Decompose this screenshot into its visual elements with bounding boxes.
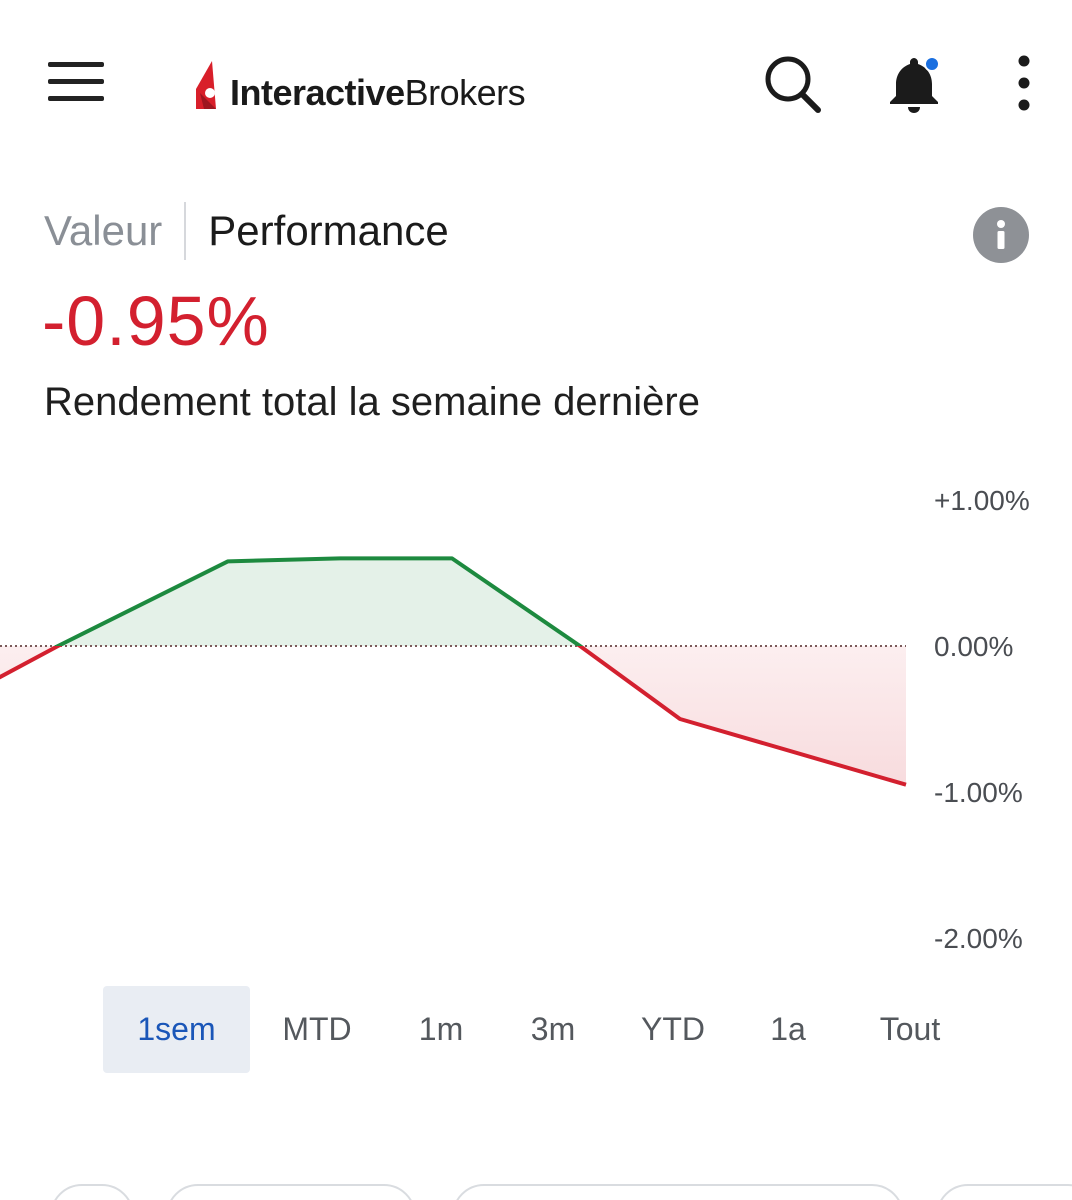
chip[interactable] <box>936 1184 1072 1200</box>
chip[interactable] <box>50 1184 134 1200</box>
tab-valeur[interactable]: Valeur <box>44 207 163 254</box>
bell-icon[interactable] <box>884 52 946 114</box>
performance-description: Rendement total la semaine dernière <box>44 380 700 424</box>
range-1a[interactable]: 1a <box>770 1011 806 1047</box>
range-selector: 1sem MTD 1m 3m YTD 1a Tout <box>103 986 973 1073</box>
logo-icon <box>196 61 216 109</box>
y-tick-label: -2.00% <box>934 923 1023 954</box>
performance-chart: +1.00% 0.00% -1.00% -2.00% <box>0 485 1030 954</box>
range-3m[interactable]: 3m <box>530 1011 576 1047</box>
chart-line-negative <box>0 646 907 787</box>
chart-area-positive <box>0 558 906 646</box>
tab-performance[interactable]: Performance <box>208 207 449 254</box>
notification-dot <box>924 56 940 72</box>
info-icon[interactable] <box>973 207 1029 263</box>
bottom-chip-row <box>0 1180 1072 1200</box>
performance-value: -0.95% <box>42 282 270 360</box>
y-tick-label: -1.00% <box>934 777 1023 808</box>
top-app-bar: InteractiveBrokers <box>0 0 1072 170</box>
brand-name: InteractiveBrokers <box>230 72 526 113</box>
more-vertical-icon[interactable] <box>1004 52 1044 114</box>
tab-divider <box>184 202 187 260</box>
range-mtd[interactable]: MTD <box>282 1011 352 1047</box>
range-tout[interactable]: Tout <box>879 1011 941 1047</box>
chip[interactable] <box>166 1184 416 1200</box>
brand-name-bold: Interactive <box>230 72 405 113</box>
brand-name-regular: Brokers <box>404 72 526 113</box>
view-tabs: Valeur Performance <box>44 200 449 262</box>
brand-logo[interactable]: InteractiveBrokers <box>190 55 526 115</box>
y-tick-label: +1.00% <box>934 485 1030 516</box>
menu-icon[interactable] <box>44 56 110 108</box>
chart-area-negative <box>0 646 906 785</box>
range-1sem[interactable]: 1sem <box>103 986 250 1073</box>
chip[interactable] <box>452 1184 904 1200</box>
chart-line-positive <box>53 556 584 646</box>
range-1m[interactable]: 1m <box>418 1011 464 1047</box>
search-icon[interactable] <box>762 52 824 114</box>
range-ytd[interactable]: YTD <box>641 1011 705 1047</box>
y-tick-label: 0.00% <box>934 631 1013 662</box>
